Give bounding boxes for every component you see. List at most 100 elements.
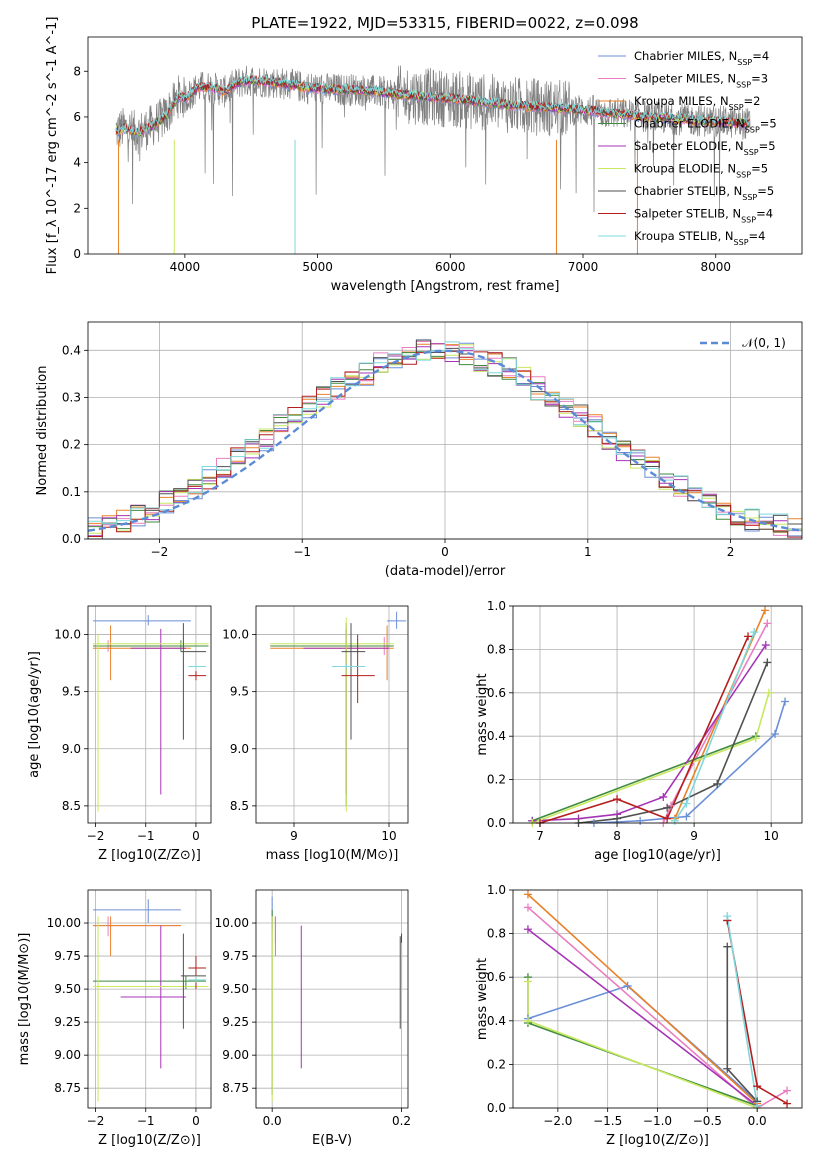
legend-count: =5	[751, 162, 768, 176]
legend-subscript: SSP	[737, 58, 752, 67]
y-tick-label: 10.0	[54, 628, 81, 642]
y-tick-label: 9.0	[62, 742, 81, 756]
model-line	[115, 73, 751, 135]
y-tick-label: 0.4	[487, 1014, 506, 1028]
axes-frame	[512, 605, 803, 824]
data-point-marker	[783, 1086, 792, 1095]
y-tick-label: 0.0	[62, 532, 81, 546]
data-point-marker	[723, 1064, 732, 1073]
data-point-marker	[723, 912, 732, 921]
y-tick-label: 0.8	[487, 642, 506, 656]
y-tick-label: 10.00	[47, 916, 81, 930]
legend-subscript: SSP	[736, 170, 751, 179]
legend-subscript: SSP	[736, 80, 751, 89]
legend-entry: Kroupa MILES, NSSP=2	[634, 94, 760, 112]
legend-subscript: SSP	[734, 238, 749, 247]
panel-spectrum: Chabrier MILES, NSSP=4 Salpeter MILES, NS…	[45, 17, 803, 294]
axes-frame	[87, 605, 212, 824]
x-tick-label: 0.0	[263, 1114, 282, 1128]
legend-entry: Chabrier MILES, NSSP=4	[634, 49, 769, 67]
series-line	[532, 735, 757, 822]
x-axis-label: Z [log10(Z/Z⊙)]	[98, 848, 201, 863]
y-tick-label: 9.50	[222, 982, 249, 996]
y-tick-label: 0.1	[62, 485, 81, 499]
y-axis-label: mass weight	[475, 958, 490, 1040]
plot-area	[270, 611, 407, 812]
panel-massweight-vs-age: 7 8 9 10 0.0 0.2 0.4 0.6 0.8 1.0 age [log10(age/yr…	[475, 599, 803, 863]
y-tick-label: 10.00	[215, 916, 249, 930]
y-tick-label: 8	[73, 64, 81, 78]
x-tick-label: 0.2	[392, 1114, 411, 1128]
data-point-marker	[670, 816, 679, 825]
series-line	[527, 893, 758, 1105]
y-tick-label: 9.00	[54, 1048, 81, 1062]
x-tick-label: 8000	[700, 260, 731, 274]
y-tick-label: 9.75	[222, 949, 249, 963]
data-point-marker	[750, 628, 759, 637]
data-point-marker	[744, 632, 753, 641]
panel-mass-vs-EBV: 0.0 0.2 8.75 9.00 9.25 9.50 9.75 10.00 E(B-V)	[215, 889, 411, 1148]
data-point-marker	[761, 641, 770, 650]
y-tick-label: 9.25	[222, 1015, 249, 1029]
y-tick-label: 9.00	[222, 1048, 249, 1062]
legend-count: =4	[752, 49, 769, 63]
legend-entry: Salpeter ELODIE, NSSP=5	[634, 139, 776, 157]
y-tick-label: 8.5	[62, 799, 81, 813]
data-point-marker	[523, 903, 532, 912]
legend-count: =5	[757, 184, 774, 198]
x-tick-label: 5000	[302, 260, 333, 274]
x-tick-label: 10	[764, 829, 779, 843]
x-tick-label: −1	[137, 1114, 155, 1128]
x-tick-label: 9	[290, 829, 298, 843]
legend-subscript: SSP	[745, 125, 760, 134]
legend-entry: Chabrier ELODIE, NSSP=5	[634, 117, 777, 135]
x-tick-label: −2	[87, 1114, 105, 1128]
y-tick-label: 9.0	[230, 742, 249, 756]
data-point-marker	[523, 925, 532, 934]
data-point-marker	[682, 812, 691, 821]
y-axis-label: Flux [f_λ 10^-17 erg cm^-2 s^-1 A^-1]	[45, 17, 60, 275]
data-point-marker	[763, 658, 772, 667]
y-tick-label: 0.0	[487, 816, 506, 830]
series-line	[527, 981, 758, 1108]
data-point-marker	[763, 619, 772, 628]
data-point-marker	[623, 981, 632, 990]
legend-entry: Kroupa STELIB, NSSP=4	[634, 229, 765, 247]
data-point-marker	[753, 1082, 762, 1091]
x-axis-label: wavelength [Angstrom, rest frame]	[331, 279, 560, 294]
x-tick-label: 7	[536, 829, 544, 843]
y-tick-label: 9.25	[54, 1015, 81, 1029]
plot-area	[88, 339, 802, 539]
y-tick-label: 0.8	[487, 927, 506, 941]
series-line	[527, 977, 758, 1107]
legend-entry: Chabrier STELIB, NSSP=5	[634, 184, 774, 202]
legend-count: =3	[751, 72, 768, 86]
data-point-marker	[783, 1099, 792, 1108]
x-axis-label: E(B-V)	[312, 1133, 352, 1148]
y-tick-label: 0.0	[487, 1101, 506, 1115]
y-tick-label: 0	[73, 247, 81, 261]
legend-subscript: SSP	[742, 193, 757, 202]
data-point-marker	[663, 803, 672, 812]
series-line	[527, 906, 788, 1108]
panel-age-vs-Z: −2 −1 0 8.5 9.0 9.5 10.0 Z [log10(Z/Z⊙)] age [lo…	[27, 605, 212, 863]
y-tick-label: 8.75	[54, 1081, 81, 1095]
axes-frame	[255, 605, 409, 824]
legend-entry: Salpeter MILES, NSSP=3	[634, 72, 768, 90]
y-tick-label: 2	[73, 201, 81, 215]
legend-subscript: SSP	[744, 148, 759, 157]
x-tick-label: 10	[381, 829, 396, 843]
x-tick-label: 7000	[568, 260, 599, 274]
x-tick-label: 2	[727, 545, 735, 559]
y-tick-label: 0.2	[487, 773, 506, 787]
axes-frame	[87, 36, 803, 255]
panel-age-vs-mass: 9 10 8.5 9.0 9.5 10.0 mass [log10(M/M⊙)]	[222, 605, 409, 863]
y-tick-label: 9.5	[230, 685, 249, 699]
x-tick-label: 9	[690, 829, 698, 843]
y-tick-label: 0.4	[62, 343, 81, 357]
data-point-marker	[659, 792, 668, 801]
plot-area	[93, 615, 209, 812]
plot-area	[93, 899, 209, 1102]
data-spectrum-line	[115, 65, 751, 213]
data-point-marker	[723, 942, 732, 951]
